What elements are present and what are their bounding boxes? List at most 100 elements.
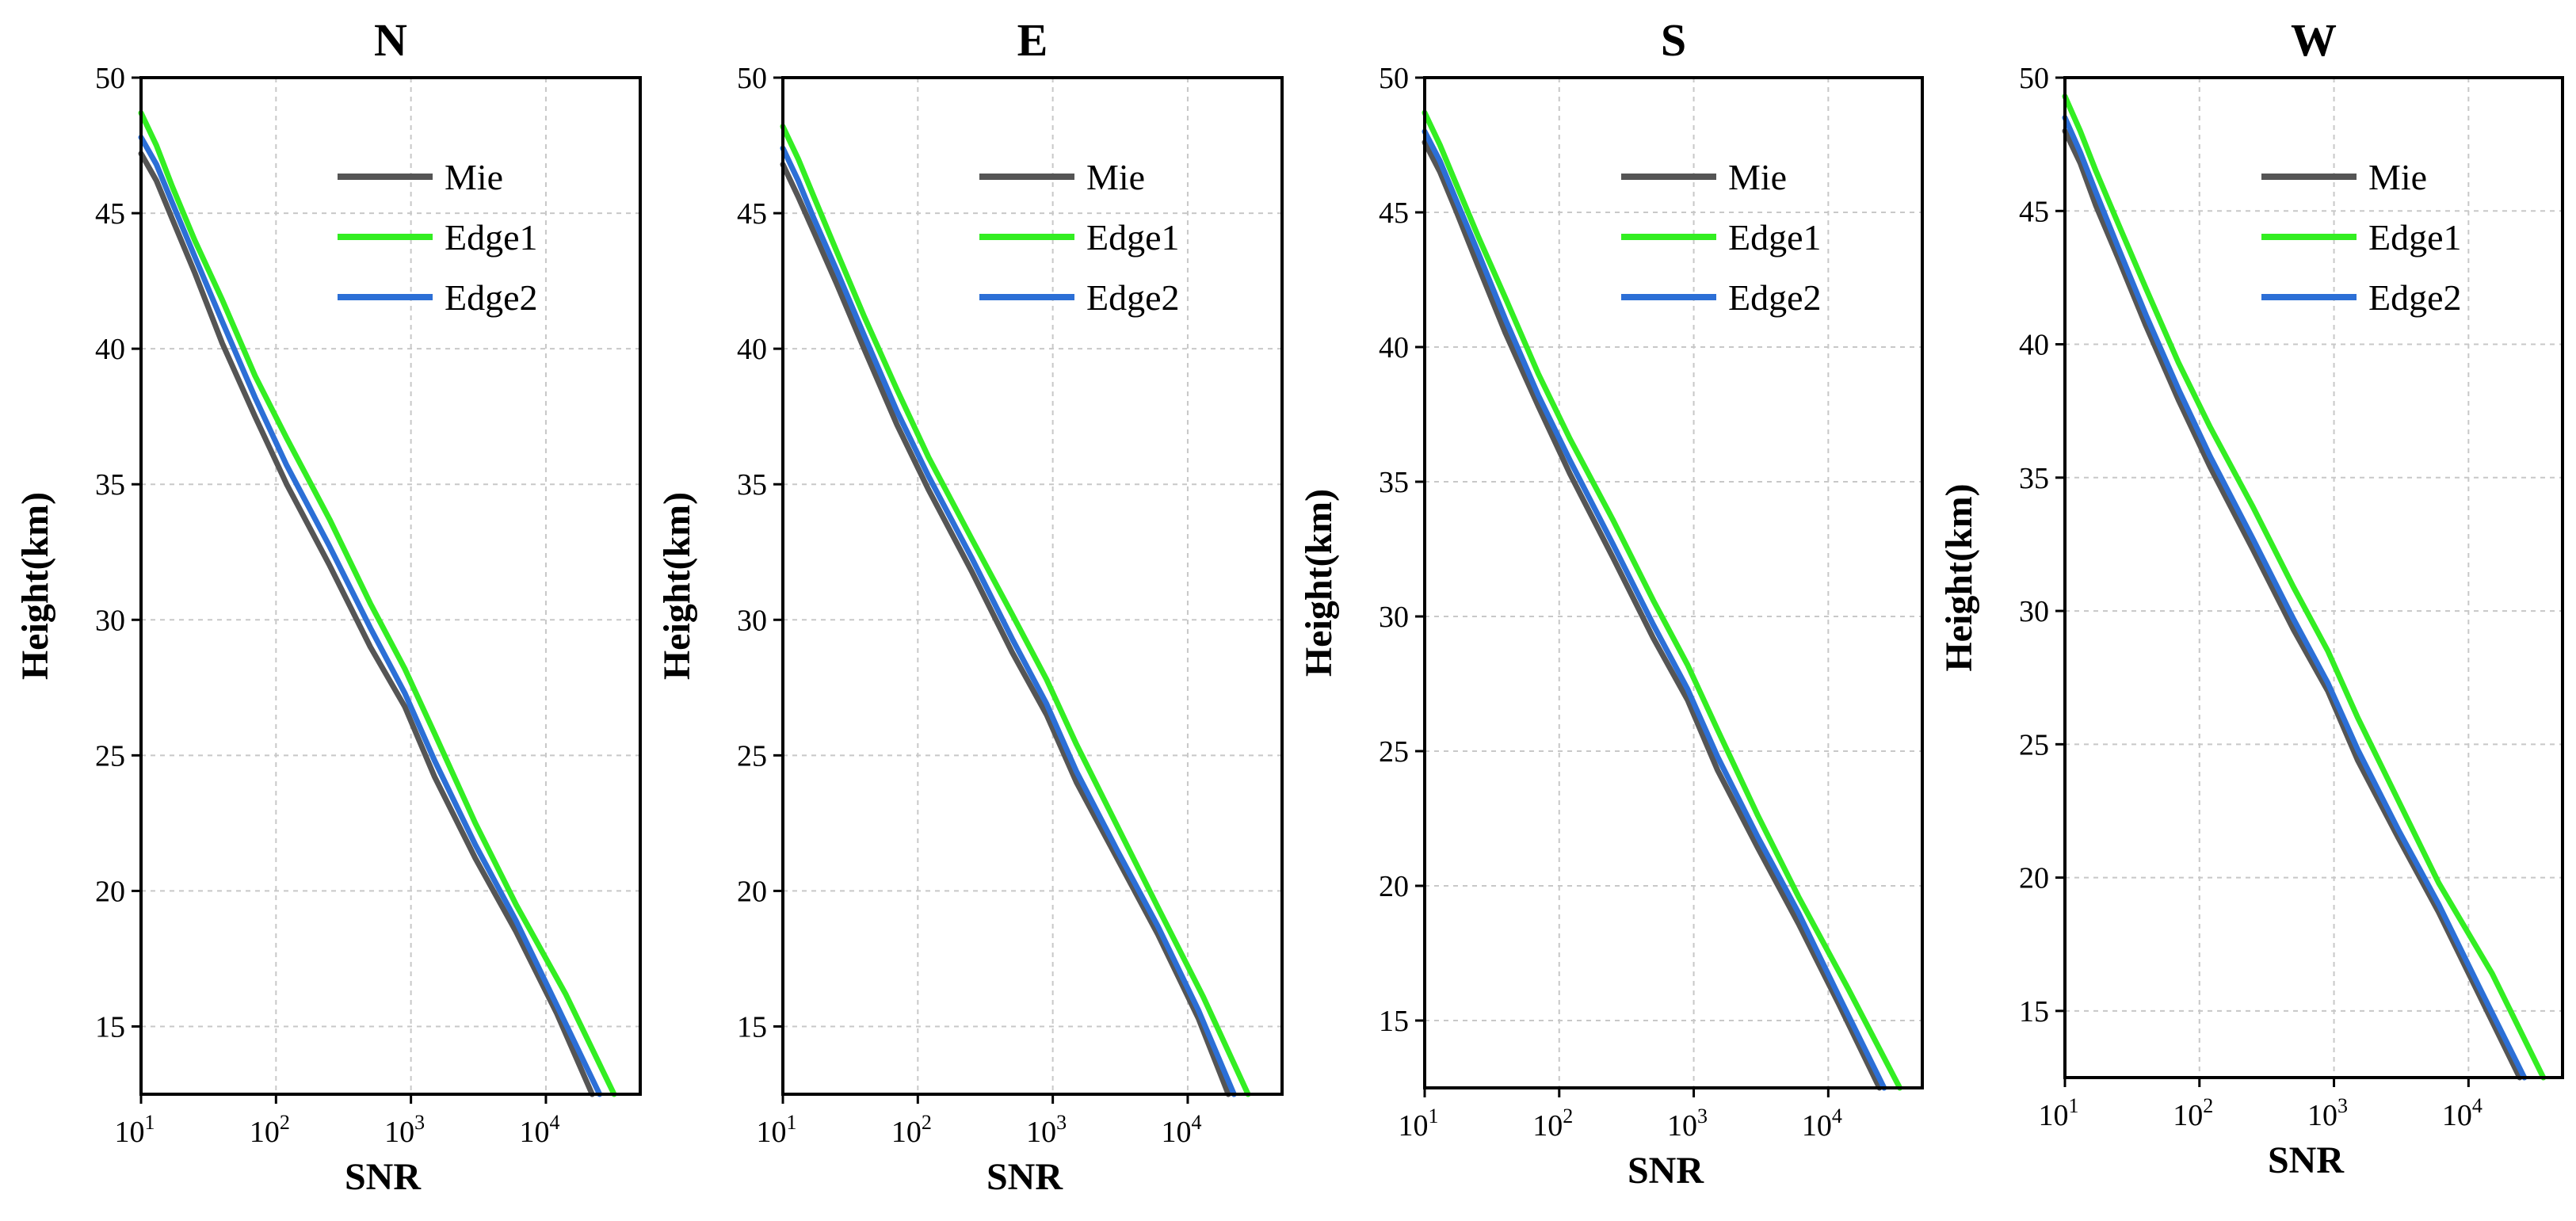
series-line-edge1 (780, 124, 1251, 1097)
y-tick-label: 40 (1379, 331, 1409, 364)
y-tick-label: 40 (95, 333, 125, 366)
series-line-edge2 (2062, 115, 2528, 1081)
x-tick-exponent: 4 (549, 1111, 559, 1134)
series-line-edge1 (2062, 93, 2547, 1081)
y-axis-label: Height(km) (656, 492, 698, 680)
panel-title: E (1017, 14, 1048, 66)
chart-panel-e: 15 20 25 30 35 40 45 50 101 102 103 104 E SNR Height(k… (656, 14, 1284, 1198)
x-tick-exponent: 2 (1563, 1105, 1573, 1128)
x-tick-label: 103 (1667, 1105, 1708, 1143)
series-line-mie (138, 151, 595, 1097)
x-tick-label: 103 (2307, 1094, 2348, 1132)
legend-label-edge1: Edge1 (1086, 217, 1180, 258)
x-tick-exponent: 2 (2203, 1094, 2213, 1117)
y-tick-label: 40 (737, 333, 767, 366)
y-tick-label: 20 (737, 875, 767, 908)
chart-panel-n: 15 20 25 30 35 40 45 50 101 102 103 104 N SNR Height(k… (14, 14, 642, 1198)
x-tick-label: 104 (2442, 1094, 2483, 1132)
x-tick-label: 101 (757, 1111, 797, 1149)
y-tick-label: 50 (737, 62, 767, 95)
chart-panel-w: 15 20 25 30 35 40 45 50 101 102 103 104 W SNR Height(k… (1938, 14, 2564, 1181)
plot-frame (2063, 76, 2564, 1079)
series-line-mie (2062, 128, 2523, 1081)
y-axis-label: Height(km) (14, 492, 56, 680)
x-tick-exponent: 3 (1056, 1111, 1067, 1134)
x-tick-exponent: 3 (1697, 1105, 1708, 1128)
legend-label-edge2: Edge2 (1728, 277, 1822, 318)
y-tick-label: 25 (2019, 728, 2049, 761)
x-tick-exponent: 2 (922, 1111, 932, 1134)
x-tick-label: 104 (1161, 1111, 1201, 1149)
panel-title: S (1661, 14, 1686, 66)
series-line-edge1 (138, 110, 617, 1097)
y-tick-label: 15 (2019, 995, 2049, 1028)
legend-label-mie: Mie (445, 157, 503, 197)
x-tick-label: 104 (1802, 1105, 1842, 1143)
legend-label-edge2: Edge2 (1086, 277, 1180, 318)
x-axis-label: SNR (345, 1156, 422, 1198)
y-tick-label: 20 (1379, 870, 1409, 903)
legend: Mie Edge1 Edge2 (979, 157, 1180, 318)
y-tick-label: 45 (1379, 197, 1409, 230)
legend-label-edge1: Edge1 (1728, 217, 1822, 258)
y-tick-label: 35 (1379, 466, 1409, 499)
y-tick-label: 15 (95, 1010, 125, 1044)
y-tick-label: 45 (2019, 195, 2049, 228)
plot-frame (781, 76, 1284, 1096)
y-tick-label: 50 (1379, 62, 1409, 95)
y-tick-label: 35 (95, 468, 125, 502)
x-tick-label: 102 (2173, 1094, 2213, 1132)
x-tick-label: 102 (1532, 1105, 1573, 1143)
y-tick-label: 30 (1379, 601, 1409, 634)
y-tick-label: 20 (2019, 862, 2049, 895)
y-tick-label: 35 (737, 468, 767, 502)
legend: Mie Edge1 Edge2 (1621, 157, 1822, 318)
series-line-edge1 (1422, 109, 1903, 1091)
x-axis-label: SNR (1628, 1150, 1704, 1192)
x-tick-label: 104 (519, 1111, 559, 1149)
x-tick-label: 101 (2039, 1094, 2079, 1132)
x-tick-exponent: 4 (1191, 1111, 1201, 1134)
legend-label-mie: Mie (1728, 157, 1787, 197)
legend-label-edge2: Edge2 (445, 277, 538, 318)
y-tick-label: 45 (737, 197, 767, 231)
y-tick-label: 45 (95, 197, 125, 231)
legend-label-edge1: Edge1 (2368, 217, 2462, 258)
y-axis-label: Height(km) (1298, 489, 1340, 677)
legend: Mie Edge1 Edge2 (2261, 157, 2462, 318)
y-tick-label: 30 (2019, 595, 2049, 628)
y-tick-label: 25 (1379, 735, 1409, 769)
y-tick-label: 50 (2019, 62, 2049, 95)
x-tick-label: 101 (115, 1111, 155, 1149)
x-tick-label: 101 (1399, 1105, 1439, 1143)
x-tick-exponent: 1 (145, 1111, 155, 1134)
y-tick-label: 30 (95, 604, 125, 637)
legend-label-edge1: Edge1 (445, 217, 538, 258)
x-tick-exponent: 1 (787, 1111, 797, 1134)
y-tick-label: 15 (737, 1010, 767, 1044)
plot-frame (139, 76, 642, 1096)
y-tick-label: 30 (737, 604, 767, 637)
series-line-mie (1422, 139, 1883, 1091)
plot-frame (1423, 76, 1924, 1089)
y-tick-label: 50 (95, 62, 125, 95)
x-tick-exponent: 1 (1429, 1105, 1439, 1128)
panel-title: W (2291, 14, 2337, 66)
x-axis-label: SNR (987, 1156, 1063, 1198)
x-tick-exponent: 2 (280, 1111, 290, 1134)
chart-panel-s: 15 20 25 30 35 40 45 50 101 102 103 104 S SNR Height(k… (1298, 14, 1924, 1192)
series-line-edge2 (780, 145, 1237, 1097)
x-tick-exponent: 1 (2069, 1094, 2079, 1117)
series-line-edge2 (1422, 128, 1887, 1091)
y-tick-label: 40 (2019, 329, 2049, 362)
legend-label-mie: Mie (2368, 157, 2427, 197)
series-line-edge2 (138, 134, 603, 1097)
legend: Mie Edge1 Edge2 (338, 157, 538, 318)
y-tick-label: 25 (95, 739, 125, 773)
y-tick-label: 35 (2019, 462, 2049, 495)
x-tick-exponent: 4 (2472, 1094, 2483, 1117)
legend-label-mie: Mie (1086, 157, 1145, 197)
x-tick-exponent: 3 (2337, 1094, 2348, 1117)
x-axis-label: SNR (2268, 1139, 2345, 1181)
